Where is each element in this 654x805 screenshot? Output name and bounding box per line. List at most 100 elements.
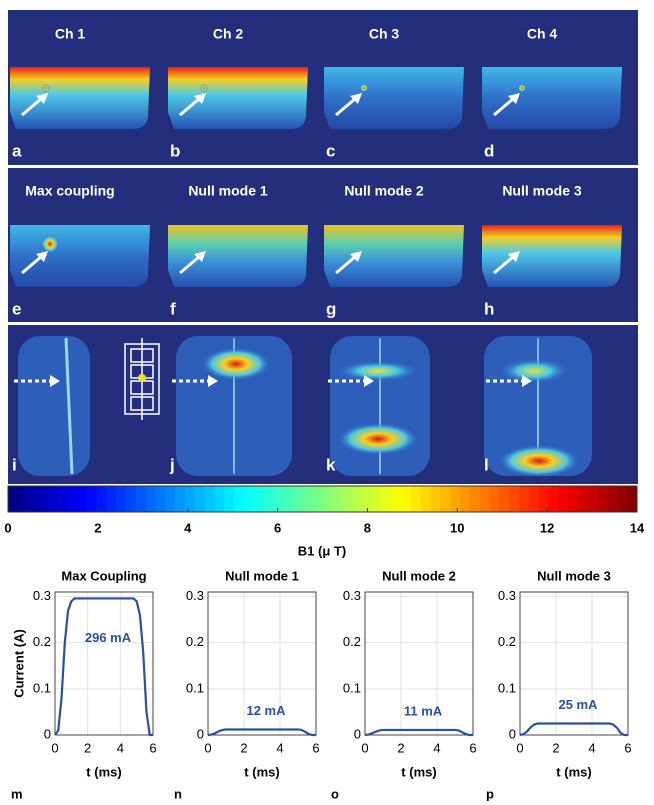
colorbar-step (8, 486, 19, 512)
arrow-head (50, 375, 60, 387)
separator (8, 322, 638, 325)
colorbar-step (578, 486, 589, 512)
x-axis-label: t (ms) (556, 764, 591, 779)
plot-frame (54, 591, 154, 736)
colorbar-step (106, 486, 117, 512)
panel-letter: n (174, 786, 182, 801)
y-tick-label: 0 (509, 726, 516, 741)
panel-label: Ch 1 (55, 26, 86, 42)
colorbar-step (224, 486, 235, 512)
arrow-head (36, 251, 48, 262)
x-tick-label: 2 (94, 520, 101, 535)
coil-edge (64, 337, 74, 475)
arrow (21, 96, 43, 117)
panel-letter: c (326, 141, 335, 160)
heatmap-image (482, 225, 622, 287)
chart-title: Null mode 1 (225, 568, 299, 583)
hot-spot (500, 359, 568, 383)
colorbar-step (273, 486, 284, 512)
y-tick-label: 0.2 (343, 634, 361, 649)
arrow-head (522, 375, 532, 387)
colorbar-step (607, 486, 618, 512)
arrow (335, 254, 357, 275)
chart-title: Null mode 3 (537, 568, 611, 583)
colorbar-step (145, 486, 156, 512)
colorbar-step (568, 486, 579, 512)
colorbar-step (204, 486, 215, 512)
coil-icon (124, 338, 160, 420)
heatmap-image (324, 225, 464, 287)
image-panels: Ch 1 a Ch 2 b Ch 3 c Ch 4 d Max coupling e Null mo… (10, 26, 622, 477)
colorbar-step (479, 486, 491, 512)
panel-label: Null mode 2 (344, 183, 424, 199)
arrow (21, 254, 43, 275)
x-tick-label: 4 (588, 740, 595, 755)
hot-spot (518, 84, 526, 92)
colorbar-step (499, 486, 510, 512)
y-tick-label: 0.1 (186, 680, 204, 695)
x-tick-label: 2 (552, 740, 559, 755)
colorbar-step (322, 486, 333, 512)
panel-letter: h (484, 299, 494, 318)
panel-label: Ch 3 (369, 26, 400, 42)
colorbar-label: B1 (μ T) (298, 543, 346, 558)
colorbar-step (528, 486, 540, 512)
colorbar-step (57, 486, 68, 512)
hot-spot (200, 84, 208, 92)
hot-spot (202, 348, 270, 380)
panel-letter: f (170, 299, 176, 318)
y-tick-label: 0.2 (186, 634, 204, 649)
y-tick-label: 0 (44, 726, 51, 741)
colorbar-step (214, 486, 225, 512)
colorbar-step (401, 486, 412, 512)
x-tick-label: 2 (397, 740, 404, 755)
panel-label: Null mode 3 (502, 183, 582, 199)
arrow-head (194, 251, 206, 262)
colorbar-step (597, 486, 609, 512)
y-tick-label: 0.1 (498, 680, 516, 695)
current-line (207, 728, 316, 737)
x-tick-label: 10 (450, 520, 464, 535)
panel-letter: l (484, 455, 489, 474)
colorbar-step (312, 486, 323, 512)
colorbar-step (135, 486, 147, 512)
plot-area (54, 591, 154, 736)
colorbar-step (450, 486, 461, 512)
colorbar-step (175, 486, 186, 512)
arrow (179, 96, 201, 117)
y-tick-label: 0.2 (498, 634, 516, 649)
colorbar-step (293, 486, 304, 512)
x-tick-label: 6 (312, 740, 319, 755)
current-line (54, 597, 153, 737)
hot-spot (338, 361, 418, 381)
colorbar-frame (7, 485, 638, 513)
colorbar-step (509, 486, 520, 512)
panel-letter: g (326, 299, 336, 318)
panel-letter: k (326, 455, 336, 474)
x-tick-label: 4 (433, 740, 440, 755)
arrow-head (36, 93, 48, 104)
y-axis-label: Current (A) (11, 629, 26, 698)
colorbar-step (538, 486, 550, 512)
hot-spot (499, 445, 579, 477)
x-tick-label: 2 (84, 740, 91, 755)
panel-letter: e (12, 299, 21, 318)
panel-letter: j (169, 455, 175, 474)
panel-letter: m (11, 786, 23, 801)
annotation: 12 mA (246, 703, 286, 718)
colorbar-step (587, 486, 599, 512)
x-tick-label: 0 (204, 740, 211, 755)
arrow (493, 96, 515, 117)
x-tick-label: 4 (117, 740, 124, 755)
annotation: 11 mA (404, 703, 443, 718)
colorbar-step (332, 486, 343, 512)
arrow-head (350, 251, 362, 262)
plot-frame (207, 591, 317, 736)
colorbar-step (342, 486, 353, 512)
colorbar-step (86, 486, 97, 512)
panel-letter: d (484, 141, 494, 160)
x-axis-label: t (ms) (401, 764, 436, 779)
x-tick-label: 6 (274, 520, 281, 535)
colorbar-step (548, 486, 559, 512)
y-tick-label: 0.3 (498, 588, 516, 603)
